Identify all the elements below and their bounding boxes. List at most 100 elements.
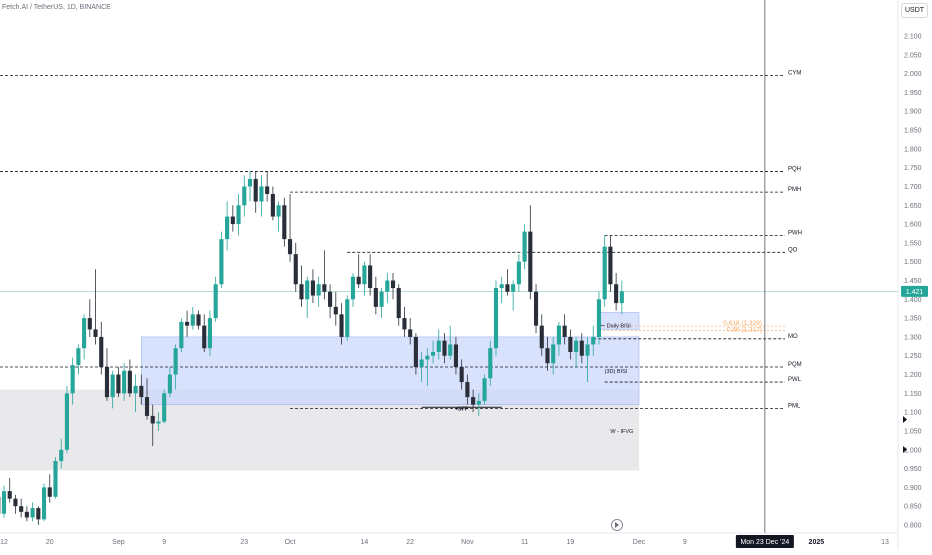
x-tick-label: 2025	[809, 539, 825, 546]
x-tick-label: 19	[566, 539, 574, 546]
candle-body	[385, 281, 389, 292]
candle-body	[214, 284, 218, 318]
level-label-pml: PML	[788, 403, 801, 409]
candle-body	[299, 284, 303, 299]
candle	[162, 390, 166, 424]
candle-body	[202, 326, 206, 349]
x-tick-label: 22	[406, 539, 414, 546]
y-tick-label: 1.300	[904, 334, 922, 341]
candle-body	[248, 179, 252, 187]
candle-body	[59, 450, 63, 461]
candle-body	[196, 314, 200, 325]
candle-body	[437, 341, 441, 352]
candle	[179, 318, 183, 352]
currency-button[interactable]: USDT	[901, 3, 928, 18]
y-tick-label: 1.350	[904, 316, 922, 323]
candle-body	[351, 277, 355, 300]
candle-body	[511, 284, 515, 292]
x-tick-label: Oct	[285, 539, 296, 546]
y-tick-label: 1.850	[904, 128, 922, 135]
candle-body	[322, 284, 326, 292]
y-tick-label: 1.800	[904, 146, 922, 153]
y-tick-label: 2.100	[904, 34, 922, 41]
level-label-mo: MO	[788, 334, 798, 340]
candle-body	[551, 344, 555, 363]
candle-body	[614, 284, 618, 303]
level-label-qo: QO	[788, 247, 798, 253]
candle-body	[500, 284, 504, 288]
candle-body	[471, 397, 475, 405]
candle-body	[105, 367, 109, 397]
y-tick-label: 1.700	[904, 184, 922, 191]
candle-body	[277, 205, 281, 216]
candle-body	[442, 341, 446, 356]
y-tick-label: 1.050	[904, 428, 922, 435]
candle-body	[448, 344, 452, 355]
level-label-pqh: PQH	[788, 166, 801, 172]
candle-body	[294, 254, 298, 284]
y-tick-label: 2.050	[904, 52, 922, 59]
candle-body	[425, 356, 429, 360]
candle-body	[145, 397, 149, 416]
annotation-w-ifvg: W - IFVG	[610, 429, 633, 435]
candle-body	[134, 386, 138, 394]
candle-body	[25, 512, 29, 518]
candle-body	[174, 348, 178, 374]
y-tick-label: 2.000	[904, 71, 922, 78]
candle-body	[574, 341, 578, 352]
annotation-daily-bisi: Daily BISI	[607, 324, 632, 330]
chart-title: Fetch.AI / TetherUS, 1D, BINANCE	[2, 4, 111, 11]
candle-body	[408, 329, 412, 337]
candle-body	[53, 461, 57, 497]
candle-body	[534, 292, 538, 326]
x-tick-label: 12	[0, 539, 8, 546]
annotation-sfp: +SFP	[455, 406, 469, 412]
candle	[494, 281, 498, 356]
candle-body	[259, 186, 263, 201]
candle-body	[288, 239, 292, 254]
candle	[482, 375, 486, 405]
candle-body	[374, 288, 378, 307]
candle-body	[420, 359, 424, 367]
candle-body	[65, 393, 69, 449]
candle-body	[122, 371, 126, 394]
y-tick-label: 1.750	[904, 165, 922, 172]
candle-body	[580, 341, 584, 356]
candle-body	[362, 265, 366, 284]
candle-body	[620, 291, 624, 303]
candle-body	[2, 491, 6, 514]
candle	[597, 292, 601, 345]
x-tick-label: 14	[361, 539, 369, 546]
candle-body	[328, 292, 332, 307]
candle-body	[334, 307, 338, 315]
candle-body	[317, 284, 321, 295]
candle-body	[339, 314, 343, 337]
candle-body	[208, 318, 212, 348]
x-tick-label: Sep	[112, 539, 125, 546]
candle-body	[477, 401, 481, 405]
candle-body	[82, 318, 86, 348]
y-tick-label: 1.150	[904, 391, 922, 398]
y-tick-label: 1.550	[904, 240, 922, 247]
candle-body	[191, 314, 195, 325]
level-label-pmh: PMH	[788, 187, 801, 193]
level-label-cym: CYM	[788, 70, 801, 76]
y-tick-label: 0.850	[904, 504, 922, 511]
candle-body	[225, 217, 229, 240]
candle-body	[168, 375, 172, 394]
candle-body	[151, 416, 155, 424]
x-tick-label: 9	[162, 539, 166, 546]
candle-body	[99, 337, 103, 367]
y-tick-label: 1.450	[904, 278, 922, 285]
candle	[219, 232, 223, 288]
candle-body	[345, 299, 349, 337]
candle-body	[42, 487, 46, 519]
candle-body	[505, 284, 509, 292]
candle-body	[357, 277, 361, 285]
candle-body	[219, 239, 223, 284]
level-label-pwl: PWL	[788, 377, 802, 383]
candle-body	[242, 186, 246, 205]
candle-body	[93, 329, 97, 337]
